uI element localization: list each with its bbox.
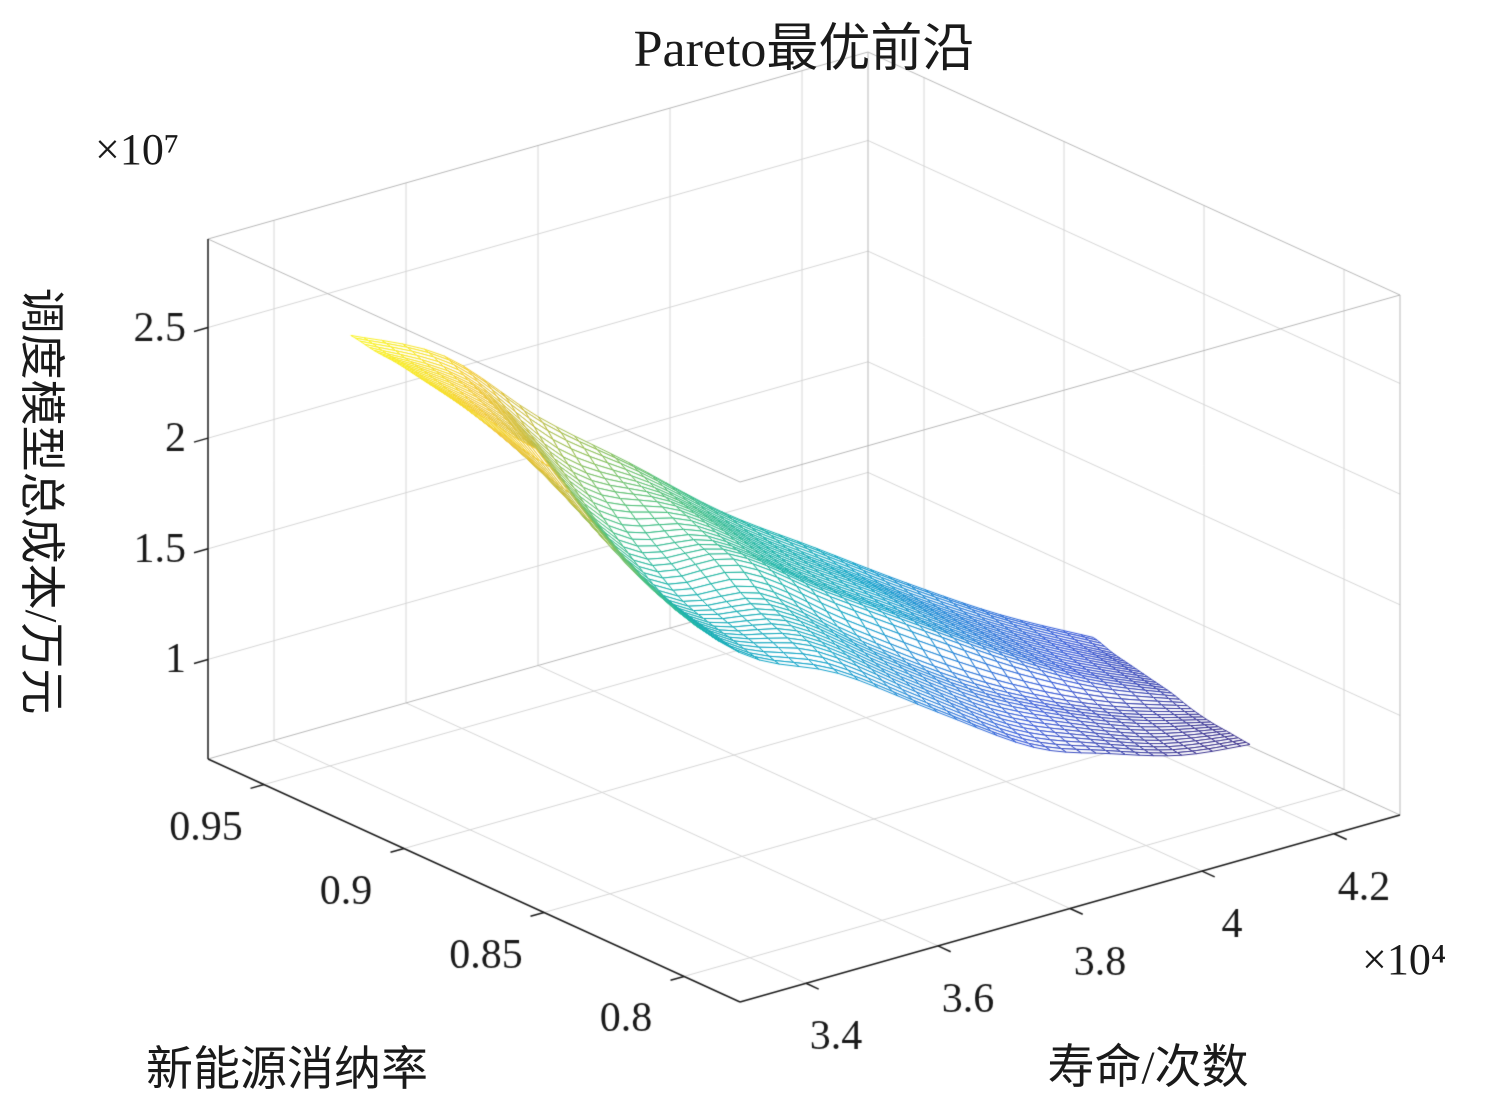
x-axis-label: 寿命/次数 — [1047, 1042, 1249, 1094]
y-axis-label: 新能源消纳率 — [146, 1044, 428, 1096]
z-axis-scale-label: ×10⁷ — [95, 125, 180, 174]
x-axis-scale-label: ×10⁴ — [1362, 935, 1447, 984]
chart-title: Pareto最优前沿 — [633, 21, 975, 78]
z-axis-label: 调度模型总成本/万元 — [16, 287, 67, 715]
